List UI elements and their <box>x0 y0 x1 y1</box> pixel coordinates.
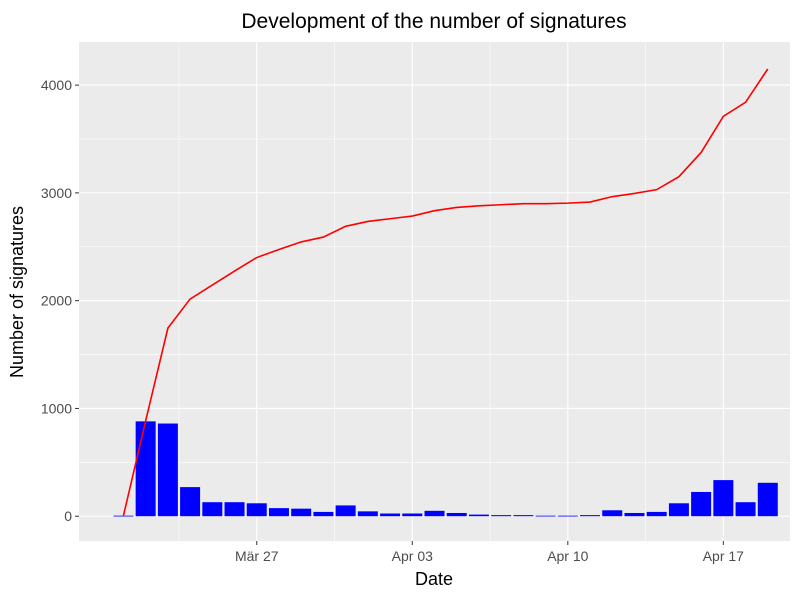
bar <box>357 511 378 517</box>
y-tick-label: 0 <box>64 508 72 524</box>
bar <box>135 421 156 517</box>
bar <box>246 503 267 517</box>
bar <box>624 512 645 517</box>
bar-series <box>113 421 778 517</box>
bar <box>313 511 334 517</box>
panel-background <box>79 42 790 541</box>
bar <box>713 480 734 517</box>
y-axis-title: Number of signatures <box>7 206 27 378</box>
bar <box>380 513 401 517</box>
y-tick-label: 2000 <box>41 293 72 309</box>
bar <box>402 513 423 517</box>
y-tick-label: 3000 <box>41 185 72 201</box>
y-axis-ticks: 0 1000 2000 3000 4000 <box>41 77 79 524</box>
bar <box>446 512 467 517</box>
bar <box>668 503 689 517</box>
y-tick-label: 4000 <box>41 77 72 93</box>
y-tick-label: 1000 <box>41 400 72 416</box>
bar <box>646 511 667 517</box>
bar <box>691 491 712 517</box>
bar <box>202 502 223 517</box>
bar <box>557 515 578 517</box>
bar <box>602 510 623 517</box>
x-axis-title: Date <box>415 569 453 589</box>
bar <box>113 515 134 517</box>
x-tick-label: Mär 27 <box>235 548 279 564</box>
x-tick-label: Apr 10 <box>547 548 588 564</box>
bar <box>580 515 601 517</box>
bar <box>335 505 356 517</box>
bar <box>157 423 178 517</box>
chart-title: Development of the number of signatures <box>241 10 626 33</box>
bar <box>424 510 445 517</box>
bar <box>735 502 756 517</box>
bar <box>757 482 778 517</box>
bar <box>224 502 245 517</box>
bar <box>535 515 556 517</box>
bar <box>268 508 289 517</box>
x-tick-label: Apr 03 <box>392 548 433 564</box>
bar <box>180 487 201 517</box>
minor-gridlines <box>79 42 790 541</box>
x-tick-label: Apr 17 <box>703 548 744 564</box>
bar <box>291 508 312 517</box>
x-axis-ticks: Mär 27 Apr 03 Apr 10 Apr 17 <box>235 541 744 564</box>
bar <box>468 514 489 517</box>
cumulative-line <box>122 68 769 516</box>
bar <box>513 515 534 517</box>
bar <box>491 515 512 517</box>
